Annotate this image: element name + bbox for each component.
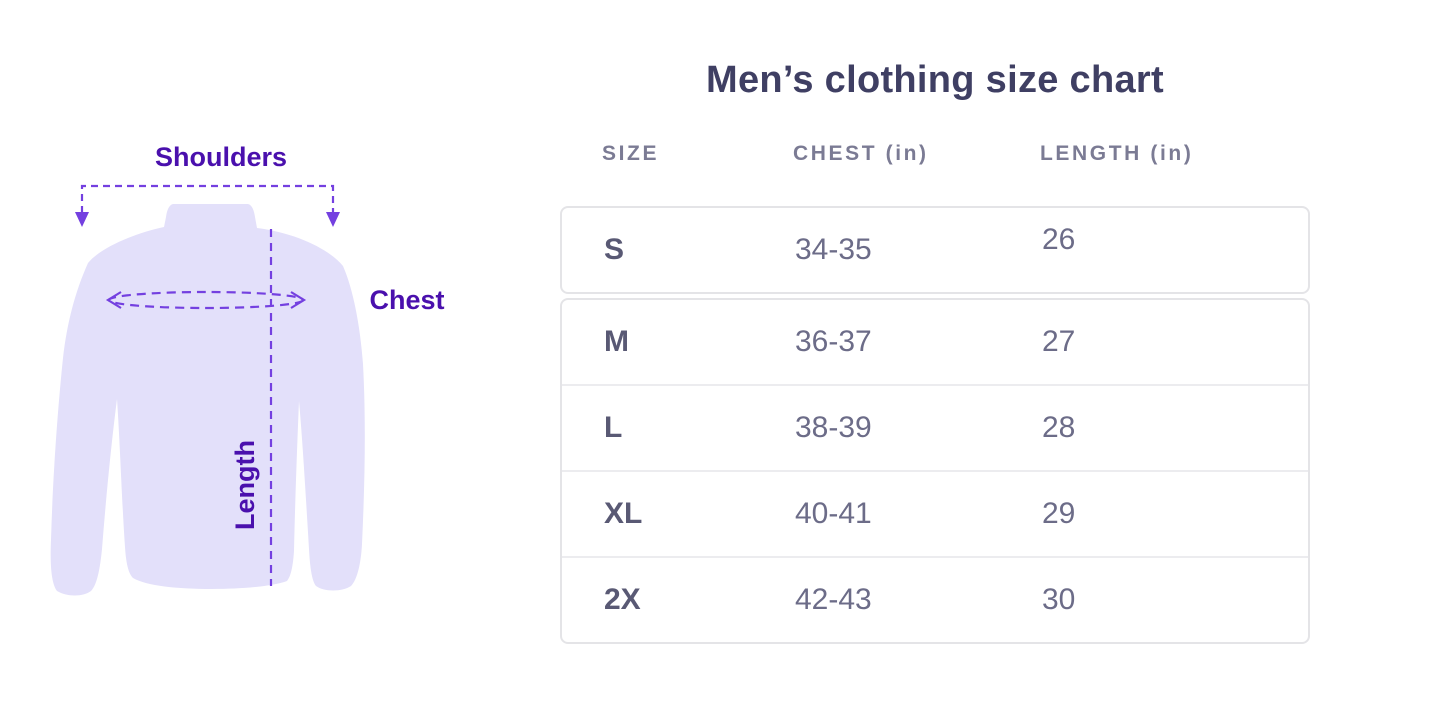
length-cell: 26 xyxy=(1042,223,1076,256)
size-cell: XL xyxy=(604,497,643,530)
header-chest: CHEST (in) xyxy=(793,142,929,165)
table-row: 2X 42-43 30 xyxy=(562,556,1308,642)
table-row: L 38-39 28 xyxy=(562,384,1308,470)
size-cell: 2X xyxy=(604,583,641,616)
chest-label: Chest xyxy=(369,285,444,315)
table-row: M 36-37 27 xyxy=(562,300,1308,384)
size-cell: S xyxy=(604,233,625,266)
shirt-silhouette xyxy=(50,204,365,596)
table-box-rest: M 36-37 27 L 38-39 28 XL 40-41 29 2X 42-… xyxy=(560,298,1310,644)
length-cell: 30 xyxy=(1042,583,1076,616)
table-row: XL 40-41 29 xyxy=(562,470,1308,556)
length-cell: 28 xyxy=(1042,411,1076,444)
shoulders-label: Shoulders xyxy=(155,142,287,172)
length-label: Length xyxy=(230,440,260,530)
shoulders-measure-line xyxy=(75,184,340,227)
chest-cell: 38-39 xyxy=(795,411,872,444)
chest-cell: 36-37 xyxy=(795,325,872,358)
length-cell: 27 xyxy=(1042,325,1076,358)
chest-cell: 34-35 xyxy=(795,233,872,266)
table-header-row: SIZE CHEST (in) LENGTH (in) xyxy=(560,142,1310,166)
shoulders-arrow-left-icon xyxy=(75,212,89,227)
chest-cell: 42-43 xyxy=(795,583,872,616)
chest-cell: 40-41 xyxy=(795,497,872,530)
size-chart-panel: Men’s clothing size chart SIZE CHEST (in… xyxy=(560,0,1310,644)
header-length: LENGTH (in) xyxy=(1040,142,1194,165)
chest-measure-ellipse xyxy=(105,290,307,310)
shirt-measurement-diagram: Shoulders Chest Length xyxy=(50,142,445,596)
chart-title: Men’s clothing size chart xyxy=(706,59,1164,101)
shoulders-arrow-right-icon xyxy=(326,212,340,227)
length-cell: 29 xyxy=(1042,497,1076,530)
size-cell: L xyxy=(604,411,623,444)
shoulders-bracket-dashes xyxy=(80,184,335,213)
table-box-first: S 34-35 26 xyxy=(560,206,1310,294)
table-row: S 34-35 26 xyxy=(562,208,1308,292)
chest-arrow-right-icon xyxy=(290,291,307,309)
chest-arrow-left-icon xyxy=(105,291,122,309)
header-size: SIZE xyxy=(602,142,660,165)
size-cell: M xyxy=(604,325,629,358)
